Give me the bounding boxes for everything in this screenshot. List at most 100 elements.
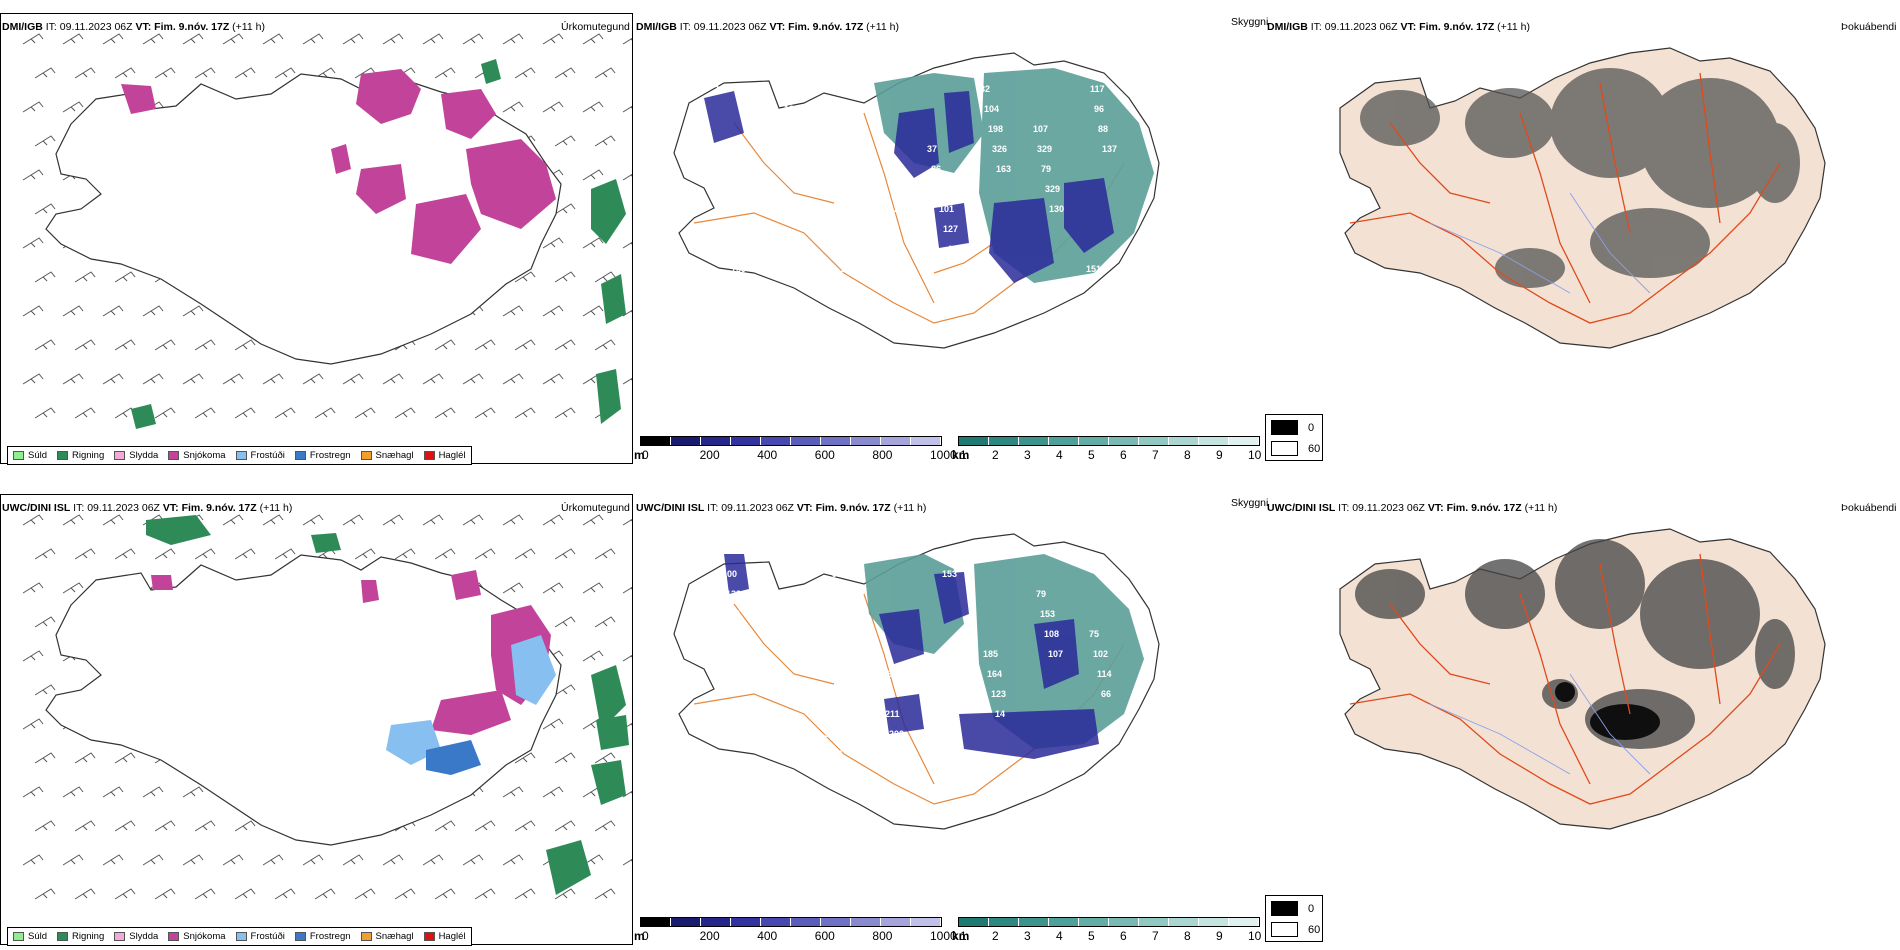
ceiling-label: 159 xyxy=(934,729,949,739)
precip-legend-item: Frostúði xyxy=(235,450,285,461)
ceiling-label: 180 xyxy=(772,244,787,254)
scale-segment xyxy=(821,918,851,926)
ceiling-label: 135 xyxy=(935,184,950,194)
scale-tick: 9 xyxy=(1216,448,1223,462)
ceiling-label: 104 xyxy=(984,104,999,114)
legend-swatch xyxy=(360,451,372,460)
scale-unit: m xyxy=(634,929,645,943)
scale-segment xyxy=(641,437,671,445)
legend-swatch xyxy=(360,932,372,941)
scale-tick: 2 xyxy=(992,448,999,462)
ceiling-label: 94 xyxy=(832,569,842,579)
precip-legend-row1: Súld Rigning Slydda Snjókoma Frostúði Frostre… xyxy=(7,446,472,465)
legend-label: Rigning xyxy=(72,450,105,461)
ceiling-label: 24 xyxy=(894,204,904,214)
scale-segment xyxy=(1019,437,1049,445)
scale-segment xyxy=(1229,918,1259,926)
ceiling-label: 1 xyxy=(878,224,883,234)
ceiling-label: 92 xyxy=(727,244,737,254)
panel-title-row2-a: UWC/DINI ISL IT: 09.11.2023 06Z VT: Fim.… xyxy=(2,502,293,514)
precip-legend-item: Snjókoma xyxy=(168,450,226,461)
precip-panel-row2: Súld Rigning Slydda Snjókoma Frostúði Frostre… xyxy=(0,494,633,946)
precip-legend-item: Snæhagl xyxy=(360,450,414,461)
legend-swatch xyxy=(13,451,24,460)
ceiling-label: 185 xyxy=(983,649,998,659)
legend-label: Frostúði xyxy=(250,450,285,461)
ceiling-label: 101 xyxy=(939,204,954,214)
fog-map-row2 xyxy=(1339,528,1826,830)
precip-map-row2 xyxy=(22,514,632,900)
scale-tick: 7 xyxy=(1152,929,1159,943)
ceiling-label: 37 xyxy=(927,144,937,154)
ceiling-label: 107 xyxy=(1033,124,1048,134)
ceiling-label: 96 xyxy=(1094,104,1104,114)
precip-map-row1 xyxy=(22,33,632,429)
var-label-fog-row1: Þokuábendi xyxy=(1841,21,1897,33)
precip-panel-row1: Súld Rigning Slydda Snjókoma Frostúði Frostre… xyxy=(0,13,633,465)
legend-label: 60 xyxy=(1308,442,1321,455)
scale-bar xyxy=(958,436,1260,446)
fog-map-row1 xyxy=(1339,47,1826,349)
scale-tick: 5 xyxy=(1088,448,1095,462)
legend-swatch xyxy=(235,451,247,460)
scale-tick: 2 xyxy=(992,929,999,943)
ceiling-label: 29 xyxy=(771,589,781,599)
scale-tick: 1000 xyxy=(930,929,957,943)
ceiling-label: 198 xyxy=(988,124,1003,134)
ceiling-label: 202 xyxy=(779,629,794,639)
scale-tick: 7 xyxy=(1152,448,1159,462)
ceiling-label: 329 xyxy=(1045,184,1060,194)
scale-segment xyxy=(1169,437,1199,445)
ceiling-label: 15 xyxy=(768,224,778,234)
legend-swatch xyxy=(168,932,180,941)
scale-segment xyxy=(1169,918,1199,926)
ceiling-label: 25 xyxy=(821,164,831,174)
panel-title-row1-a: DMI/IGB IT: 09.11.2023 06Z VT: Fim. 9.nó… xyxy=(2,21,265,33)
fog-legend-item: 0 xyxy=(1271,901,1314,916)
ceiling-label: 86 xyxy=(931,164,941,174)
legend-swatch xyxy=(114,932,126,941)
scale-unit: km xyxy=(952,929,970,943)
precip-legend-item: Snjókoma xyxy=(168,931,226,942)
legend-label: Snjókoma xyxy=(183,450,226,461)
precip-legend-item: Rigning xyxy=(57,931,104,942)
scale-segment xyxy=(791,918,821,926)
legend-swatch xyxy=(57,932,69,941)
ceiling-label: 202 xyxy=(889,729,904,739)
panel-title-row2-c: UWC/DINI ISL IT: 09.11.2023 06Z VT: Fim.… xyxy=(1267,502,1558,514)
ceiling-label: 79 xyxy=(1036,589,1046,599)
ceiling-label: 66 xyxy=(1101,689,1111,699)
ceiling-label: 130 xyxy=(1049,204,1064,214)
precip-legend-item: Frostúði xyxy=(235,931,285,942)
scale-segment xyxy=(1229,437,1259,445)
scale-segment xyxy=(701,918,731,926)
fog-legend-item: 60 xyxy=(1271,441,1320,456)
ceiling-label: 167 xyxy=(833,224,848,234)
scale-tick: 8 xyxy=(1184,448,1191,462)
scale-tick: 5 xyxy=(1088,929,1095,943)
scale-tick: 4 xyxy=(1056,929,1063,943)
scale-segment xyxy=(881,918,911,926)
legend-swatch xyxy=(57,451,69,460)
legend-label: Frostúði xyxy=(250,931,285,942)
scale-tick: 200 xyxy=(699,929,720,943)
scale-unit: km xyxy=(952,448,970,462)
legend-label: Slydda xyxy=(129,931,159,942)
scale-tick: 1 xyxy=(960,448,967,462)
ceiling-label: 100 xyxy=(722,569,737,579)
var-label-precip-row1: Úrkomutegund xyxy=(561,21,630,33)
ceiling-label: 128 xyxy=(780,84,795,94)
precip-legend-row2: Súld Rigning Slydda Snjókoma Frostúði Frostre… xyxy=(7,927,472,946)
scale-segment xyxy=(671,437,701,445)
legend-swatch xyxy=(1271,922,1298,937)
ceiling-label: 100 xyxy=(715,84,730,94)
ceiling-label: 86 xyxy=(734,629,744,639)
legend-label: Snjókoma xyxy=(183,931,226,942)
scale-segment xyxy=(881,437,911,445)
scale-segment xyxy=(989,918,1019,926)
ceiling-label: 211 xyxy=(885,709,900,719)
scale-segment xyxy=(911,918,941,926)
scale-tick: 0 xyxy=(642,929,649,943)
scale-segment xyxy=(1049,918,1079,926)
ceiling-label: 103 xyxy=(938,749,953,759)
